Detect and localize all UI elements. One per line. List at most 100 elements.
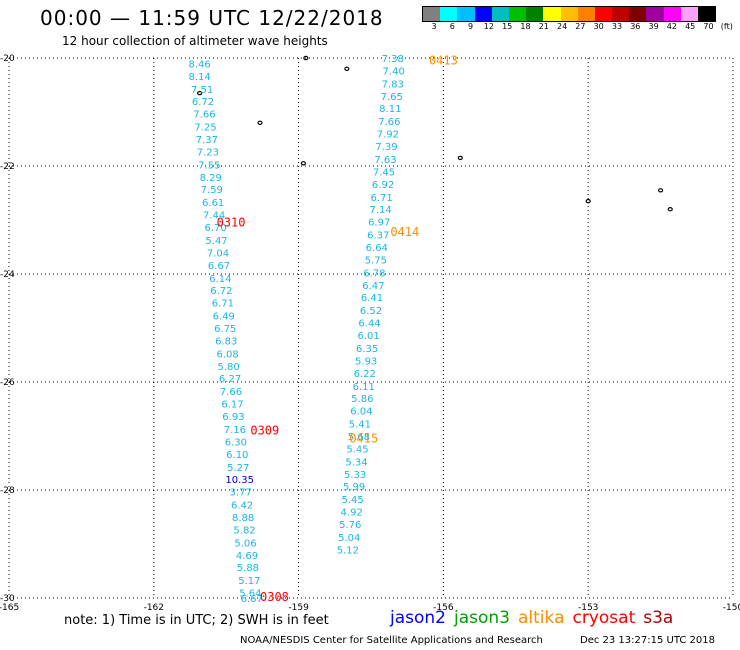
wave-height-label: 4.92 [341, 508, 363, 519]
pass-number-label: 0413 [429, 54, 458, 68]
wave-height-label: 6.83 [215, 336, 237, 347]
wave-height-label: 5.06 [234, 538, 256, 549]
island-shape [303, 55, 309, 61]
wave-height-label: 7.38 [382, 54, 404, 65]
legend-swatch [474, 7, 492, 21]
wave-height-label: 8.88 [232, 513, 254, 524]
wave-height-label: 7.37 [196, 135, 218, 146]
lon-tick-label: -165 [0, 603, 19, 610]
legend-swatch [612, 7, 630, 21]
island-shape [585, 198, 591, 204]
wave-height-label: 5.47 [205, 236, 227, 247]
wave-height-label: 4.69 [236, 551, 258, 562]
lon-tick-label: -162 [144, 603, 164, 610]
wave-height-label: 6.11 [353, 382, 375, 393]
pass-number-label: 0308 [260, 590, 289, 604]
legend-label: 30 [593, 22, 604, 31]
wave-height-label: 7.51 [191, 85, 213, 96]
wave-height-label: 5.41 [349, 420, 371, 431]
legend-label: 18 [520, 22, 531, 31]
wave-height-label: 8.29 [200, 173, 222, 184]
lon-tick-label: -159 [288, 603, 309, 610]
wave-height-label: 6.71 [370, 193, 392, 204]
wave-height-label: 7.59 [201, 185, 223, 196]
lon-tick-label: -153 [578, 603, 598, 610]
wave-height-label: 6.47 [362, 281, 384, 292]
wave-height-label: 5.64 [239, 589, 261, 600]
lat-tick-label: -26 [0, 378, 15, 388]
wave-height-label: 6.17 [221, 400, 243, 411]
wave-height-label: 10.35 [225, 475, 254, 486]
satellite-legend: jason2 jason3 altika cryosat s3a [390, 608, 681, 628]
pass-number-label: 0415 [349, 432, 378, 446]
wave-height-label: 7.45 [373, 167, 395, 178]
wave-height-label: 6.08 [217, 349, 239, 360]
wave-height-label: 6.72 [210, 286, 232, 297]
timestamp-text: Dec 23 13:27:15 UTC 2018 [580, 635, 715, 646]
lon-tick-label: -156 [433, 603, 454, 610]
wave-height-label: 6.37 [367, 231, 389, 242]
wave-height-label: 6.70 [204, 223, 226, 234]
satellite-legend-item: altika [518, 608, 565, 628]
legend-swatch [457, 7, 475, 21]
wave-height-label: 5.12 [337, 545, 359, 556]
wave-height-label: 7.83 [382, 79, 404, 90]
legend-swatch [526, 7, 544, 21]
wave-height-label: 6.35 [356, 344, 378, 355]
wave-height-label: 5.68 [348, 432, 370, 443]
wave-height-label: 5.33 [344, 470, 366, 481]
wave-height-label: 7.16 [224, 425, 246, 436]
wave-height-label: 5.17 [238, 576, 260, 587]
legend-label: 36 [630, 22, 641, 31]
wave-height-label: 6.42 [231, 501, 253, 512]
island-shape [657, 188, 664, 193]
lat-tick-label: -30 [0, 594, 15, 604]
lat-tick-label: -20 [0, 54, 15, 64]
legend-label: (ft) [720, 22, 733, 31]
wave-height-label: 8.11 [379, 104, 401, 115]
legend-label: 3 [431, 22, 437, 31]
units-note: note: 1) Time is in UTC; 2) SWH is in fe… [64, 613, 329, 628]
wave-height-label: 6.49 [213, 312, 235, 323]
lat-tick-label: -28 [0, 486, 15, 496]
wave-height-label: 5.04 [338, 533, 360, 544]
wave-height-label: 3.77 [230, 488, 252, 499]
legend-swatch [663, 7, 681, 21]
wave-height-label: 6.93 [222, 412, 244, 423]
wave-height-label: 5.45 [346, 444, 368, 455]
wave-height-label: 6.72 [192, 97, 214, 108]
island-shape [257, 120, 263, 126]
legend-label: 42 [666, 22, 677, 31]
pass-number-label: 0310 [217, 216, 246, 230]
legend-label: 45 [685, 22, 696, 31]
lat-tick-label: -22 [0, 162, 15, 172]
wave-height-label: 7.23 [197, 147, 219, 158]
wave-height-label: 8.46 [189, 59, 211, 70]
wave-height-label: 5.76 [339, 520, 361, 531]
color-scale-legend [422, 6, 717, 22]
island-shape [300, 161, 307, 166]
credit-text: NOAA/NESDIS Center for Satellite Applica… [240, 635, 543, 646]
legend-swatch [560, 7, 578, 21]
island-shape [344, 66, 350, 72]
legend-swatch [508, 7, 527, 21]
wave-height-label: 6.04 [350, 407, 372, 418]
wave-height-label: 6.44 [358, 319, 380, 330]
legend-swatch [629, 7, 647, 21]
wave-height-label: 6.75 [214, 324, 236, 335]
altimeter-map[interactable]: -165 -162 -159 -156 -153 -150 -20 -22 -24 -26 -28 -… [0, 0, 740, 610]
wave-height-label: 5.75 [365, 255, 387, 266]
wave-height-label: 7.92 [377, 130, 399, 141]
wave-height-label: 7.66 [193, 110, 215, 121]
wave-height-label: 7.66 [378, 117, 400, 128]
satellite-legend-item: cryosat [572, 608, 636, 628]
wave-height-label: 7.25 [194, 123, 216, 134]
satellite-legend-item: s3a [643, 608, 674, 628]
wave-height-label: 7.65 [381, 92, 403, 103]
legend-swatch [594, 7, 613, 21]
wave-height-label: 5.88 [237, 563, 259, 574]
wave-height-label: 6.67 [241, 594, 263, 605]
wave-height-label: 7.63 [374, 155, 396, 166]
legend-swatch [543, 7, 561, 21]
wave-height-label: 7.04 [207, 248, 229, 259]
